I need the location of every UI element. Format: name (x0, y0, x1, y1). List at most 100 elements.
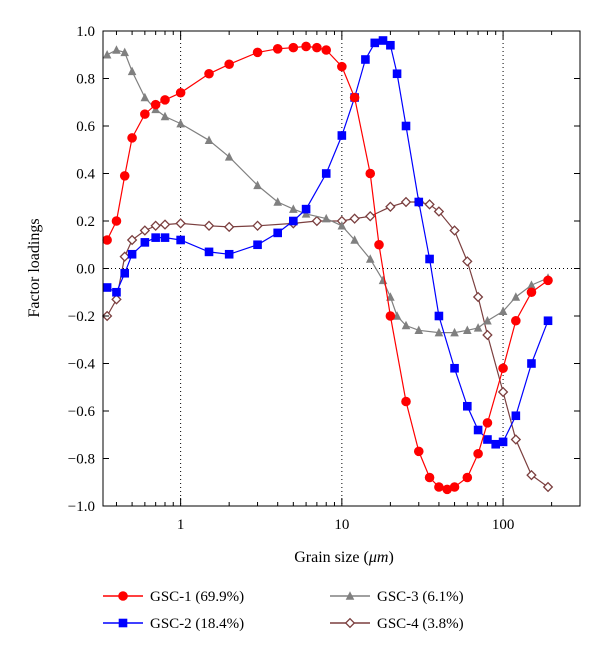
data-point (204, 247, 214, 257)
data-point (450, 327, 459, 337)
data-point (349, 213, 360, 224)
data-point (160, 111, 170, 121)
data-point (365, 254, 375, 263)
data-point (542, 481, 554, 493)
data-point (349, 92, 360, 103)
data-point (365, 211, 376, 222)
data-point (434, 482, 444, 492)
data-point (120, 268, 130, 278)
plot-frame (102, 30, 581, 507)
data-point (434, 327, 444, 337)
series-1 (102, 41, 553, 495)
data-point (151, 233, 160, 242)
grid-lines (103, 31, 580, 506)
data-point (224, 249, 234, 259)
data-point (337, 220, 347, 230)
series-2 (102, 36, 553, 449)
data-point (350, 235, 359, 244)
data-point (273, 228, 282, 238)
data-point (203, 220, 215, 231)
series-4 (101, 196, 554, 493)
data-point (450, 363, 459, 373)
data-point (472, 291, 484, 303)
legend-item: GSC-2 (18.4%) (103, 616, 244, 632)
series-line (106, 39, 549, 445)
data-point (483, 435, 492, 444)
data-point (370, 38, 380, 48)
y-tick-label: 0.6 (76, 119, 95, 135)
data-point (253, 240, 262, 250)
data-point (204, 135, 214, 145)
data-point (511, 292, 521, 301)
data-point (119, 171, 130, 181)
data-point (401, 396, 411, 407)
data-point (482, 418, 493, 428)
legend-marker (118, 591, 128, 601)
legend: GSC-1 (69.9%) GSC-2 (18.4%) GSC-3 (6.1%) GS… (103, 589, 464, 632)
data-point (288, 42, 299, 53)
series-line (106, 49, 549, 334)
data-point (159, 219, 171, 230)
data-point (385, 201, 396, 212)
data-point (510, 434, 522, 445)
data-point (102, 283, 112, 292)
data-point (386, 40, 395, 50)
data-point (140, 238, 150, 247)
x-tick-label: 100 (492, 517, 515, 533)
data-point (224, 59, 234, 70)
y-tick-label: 0.0 (76, 262, 95, 278)
y-tick-label: 1.0 (76, 24, 95, 40)
data-point (374, 239, 384, 250)
data-point (543, 316, 553, 326)
data-point (252, 47, 263, 58)
legend-marker (344, 617, 356, 629)
data-point (491, 439, 500, 449)
data-point (361, 55, 370, 64)
data-point (273, 197, 282, 206)
data-point (414, 325, 424, 335)
data-point (378, 36, 388, 45)
series-layer (101, 36, 554, 495)
data-point (526, 287, 537, 298)
data-point (289, 216, 298, 226)
data-point (400, 196, 412, 208)
data-point (140, 92, 150, 102)
data-point (160, 233, 170, 242)
data-point (253, 180, 262, 190)
legend-label: GSC-1 (69.9%) (150, 589, 244, 605)
data-point (127, 249, 137, 259)
data-point (378, 275, 388, 285)
x-axis-title: Grain size (μm) (294, 549, 394, 566)
y-tick-label: 0.2 (76, 214, 95, 230)
data-point (112, 45, 121, 54)
legend-item: GSC-4 (3.8%) (330, 616, 464, 632)
data-point (401, 320, 411, 330)
data-point (252, 220, 263, 231)
data-point (312, 42, 322, 53)
data-point (150, 220, 161, 231)
data-point (498, 306, 508, 316)
data-point (224, 152, 234, 161)
data-point (401, 121, 411, 131)
x-axis-title-text: Grain size ( (294, 549, 369, 566)
data-point (102, 49, 112, 59)
axis-ticks: −1.0 −0.8 −0.6 −0.4 −0.2 0.0 0.2 0.4 0.6 0.8 1.0 1 1… (68, 24, 581, 533)
legend-item: GSC-1 (69.9%) (103, 589, 244, 605)
y-tick-label: 0.4 (76, 167, 95, 183)
y-tick-label: −0.4 (68, 357, 96, 373)
x-axis-title-close: ) (388, 549, 393, 566)
y-tick-label: −1.0 (68, 499, 95, 515)
data-point (126, 234, 138, 246)
data-point (392, 69, 402, 79)
legend-marker (118, 618, 128, 628)
data-point (321, 213, 331, 223)
data-point (425, 254, 434, 264)
data-point (482, 329, 493, 341)
data-point (463, 401, 472, 411)
data-point (120, 47, 130, 57)
y-tick-label: −0.6 (68, 404, 96, 420)
data-point (527, 280, 536, 289)
data-point (462, 256, 473, 267)
data-point (424, 199, 435, 210)
